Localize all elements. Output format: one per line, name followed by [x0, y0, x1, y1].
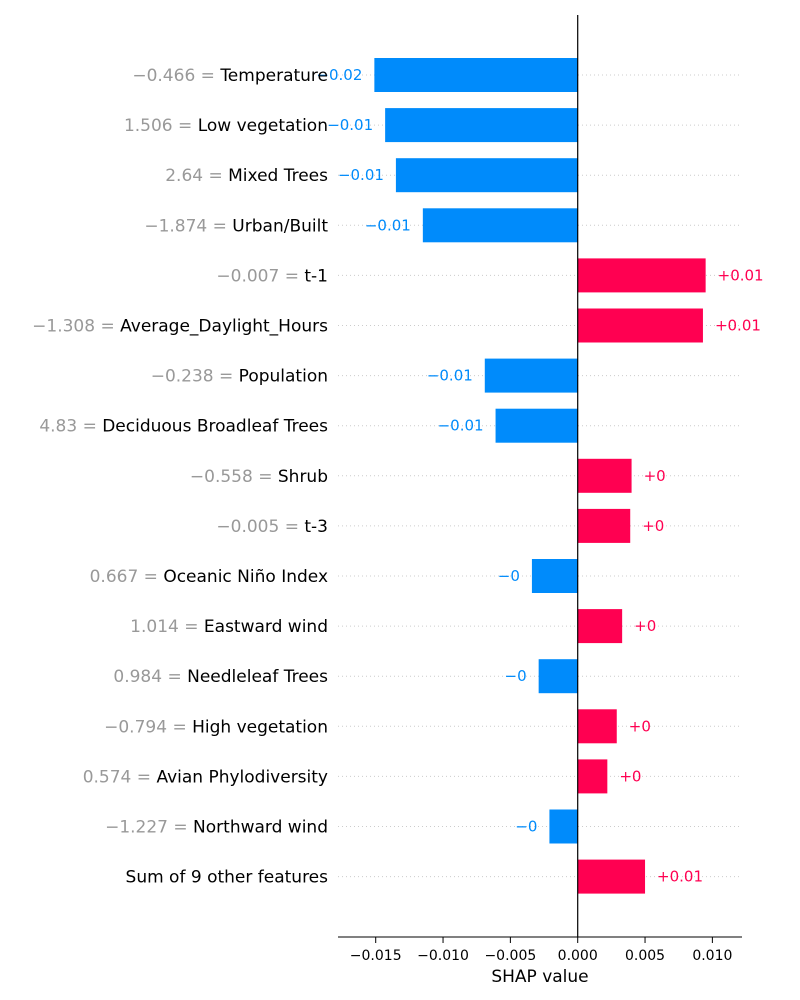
feature-value: −0.238 = [151, 367, 239, 387]
gridlines [338, 74, 742, 878]
feature-label: 1.506 = Low vegetation [124, 116, 328, 136]
bar-13 [538, 659, 578, 694]
feature-label: −1.874 = Urban/Built [144, 216, 328, 236]
bar-value-label: +0.01 [715, 317, 761, 335]
feature-label: −0.005 = t-3 [216, 517, 328, 537]
bar-value-label: −0.01 [438, 417, 484, 435]
bar-value-label: +0 [644, 467, 666, 485]
feature-name: t-1 [304, 266, 328, 286]
bar-17 [577, 859, 646, 894]
feature-label: −0.794 = High vegetation [104, 717, 328, 737]
feature-name: High vegetation [192, 717, 328, 737]
bar-11 [531, 559, 578, 593]
x-tick-label: 0.010 [692, 948, 732, 964]
feature-value: −1.227 = [105, 818, 193, 838]
feature-name: Eastward wind [204, 617, 328, 637]
bar-14 [577, 709, 617, 744]
feature-label: 4.83 = Deciduous Broadleaf Trees [39, 417, 328, 437]
bar-value-label: −0 [505, 667, 527, 685]
bar-12 [577, 609, 623, 644]
bar-16 [549, 809, 578, 844]
bar-10 [577, 508, 631, 543]
bar-8 [495, 408, 578, 443]
bar-value-label: +0 [629, 717, 651, 735]
x-tick-label: 0.005 [625, 948, 665, 964]
feature-label: −0.558 = Shrub [190, 467, 328, 487]
feature-name: Avian Phylodiversity [156, 767, 328, 787]
feature-value: −0.007 = [216, 266, 304, 286]
bar-1 [374, 58, 578, 92]
feature-labels: −0.466 = Temperature 1.506 = Low vegetati… [32, 66, 328, 888]
feature-value: −0.558 = [190, 467, 278, 487]
bar-3 [395, 158, 578, 193]
feature-name: Mixed Trees [228, 166, 328, 186]
x-tick-label: −0.015 [350, 948, 402, 964]
feature-name: Northward wind [193, 818, 328, 838]
bar-value-label: −0.01 [365, 216, 411, 234]
feature-label: −1.308 = Average_Daylight_Hours [32, 317, 328, 337]
bar-5 [577, 258, 706, 293]
feature-name: t-3 [304, 517, 328, 537]
bar-6 [577, 308, 703, 343]
bar-value-label: +0.01 [657, 868, 703, 886]
feature-name: Sum of 9 other features [126, 868, 329, 888]
feature-name: Oceanic Niño Index [163, 567, 328, 587]
feature-label: 0.574 = Avian Phylodiversity [83, 767, 328, 787]
feature-name: Temperature [219, 66, 328, 86]
bar-value-label: −0 [515, 818, 537, 836]
bar-value-label: −0 [498, 567, 520, 585]
bar-value-label: −0.01 [327, 116, 373, 134]
bar-4 [422, 208, 578, 243]
feature-name: Average_Daylight_Hours [120, 317, 328, 337]
bar-2 [385, 108, 578, 143]
x-axis: SHAP value −0.015 −0.010 −0.005 0.000 0.005 0… [338, 936, 742, 987]
bar-15 [577, 759, 608, 794]
bars: −0.02 −0.01 −0.01 −0.01 +0.01 +0.01 −0.01 −0.01… [316, 58, 764, 894]
feature-label: −0.238 = Population [151, 367, 328, 387]
feature-label: 0.984 = Needleleaf Trees [113, 667, 328, 687]
feature-value: −1.308 = [32, 317, 120, 337]
feature-value: 4.83 = [39, 417, 102, 437]
feature-label: −0.466 = Temperature [132, 66, 328, 86]
bar-9 [577, 458, 632, 493]
feature-value: −1.874 = [144, 216, 232, 236]
feature-name: Deciduous Broadleaf Trees [102, 417, 328, 437]
bar-value-label: +0 [634, 617, 656, 635]
feature-label: −0.007 = t-1 [216, 266, 328, 286]
bar-value-label: +0 [619, 767, 641, 785]
feature-value: −0.466 = [132, 66, 220, 86]
feature-value: 2.64 = [165, 166, 228, 186]
x-tick-label: −0.010 [417, 948, 469, 964]
bar-value-label: +0.01 [718, 266, 764, 284]
bar-7 [484, 358, 578, 393]
feature-value: 1.014 = [130, 617, 204, 637]
feature-name: Urban/Built [232, 216, 328, 236]
feature-value: 0.984 = [113, 667, 187, 687]
feature-label: −1.227 = Northward wind [105, 818, 328, 838]
feature-name: Low vegetation [198, 116, 328, 136]
bar-value-label: +0 [642, 517, 664, 535]
feature-label: 1.014 = Eastward wind [130, 617, 328, 637]
x-tick-label: −0.005 [484, 948, 536, 964]
feature-value: 0.574 = [83, 767, 157, 787]
feature-name: Needleleaf Trees [187, 667, 328, 687]
feature-label: 0.667 = Oceanic Niño Index [90, 567, 328, 587]
feature-value: −0.005 = [216, 517, 304, 537]
feature-value: −0.794 = [104, 717, 192, 737]
bar-value-label: −0.01 [427, 367, 473, 385]
x-tick-label: 0.000 [558, 948, 598, 964]
bar-value-label: −0.02 [316, 66, 362, 84]
feature-name: Shrub [278, 467, 328, 487]
x-axis-title: SHAP value [491, 967, 588, 987]
feature-name: Population [239, 367, 328, 387]
feature-label: Sum of 9 other features [126, 868, 329, 888]
feature-value: 1.506 = [124, 116, 198, 136]
feature-value: 0.667 = [90, 567, 164, 587]
bar-value-label: −0.01 [338, 166, 384, 184]
feature-label: 2.64 = Mixed Trees [165, 166, 328, 186]
